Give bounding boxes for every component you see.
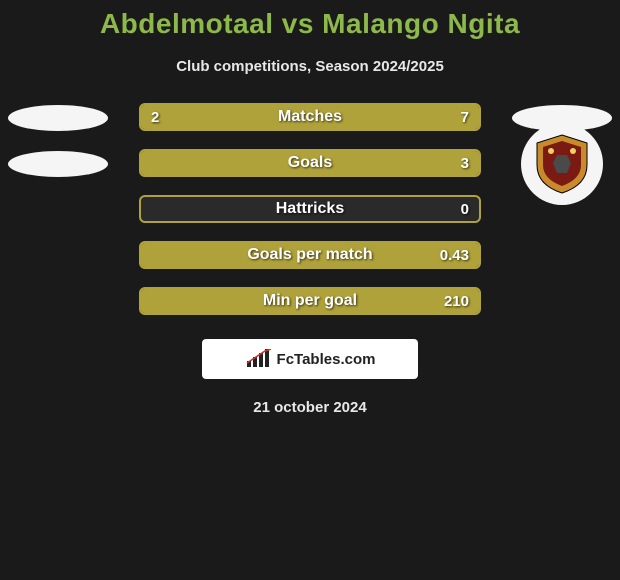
fctables-badge: FcTables.com [202, 339, 418, 379]
stat-right-value: 7 [461, 105, 469, 129]
stat-row: 2Matches7 [0, 103, 620, 133]
right-slot [512, 149, 612, 179]
left-slot [8, 241, 108, 271]
stat-label: Hattricks [141, 197, 479, 221]
left-player-ellipse [8, 151, 108, 177]
shield-icon [533, 133, 591, 195]
stat-bar: Hattricks0 [139, 195, 481, 223]
stat-rows: 2Matches7 Goals3 Hattricks0 Goals per match… [0, 103, 620, 317]
subtitle: Club competitions, Season 2024/2025 [0, 58, 620, 75]
date-label: 21 october 2024 [0, 399, 620, 416]
stat-right-value: 0 [461, 197, 469, 221]
left-player-ellipse [8, 105, 108, 131]
stat-bar: Goals3 [139, 149, 481, 177]
right-slot [512, 287, 612, 317]
stat-row: Goals per match0.43 [0, 241, 620, 271]
stat-right-value: 3 [461, 151, 469, 175]
page-title: Abdelmotaal vs Malango Ngita [0, 8, 620, 40]
stat-label: Matches [141, 105, 479, 129]
left-slot [8, 195, 108, 225]
stat-bar: Min per goal210 [139, 287, 481, 315]
bar-chart-icon [245, 349, 273, 369]
right-club-badge [521, 123, 603, 205]
stat-label: Min per goal [141, 289, 479, 313]
stat-label: Goals [141, 151, 479, 175]
stat-bar: 2Matches7 [139, 103, 481, 131]
left-slot [8, 103, 108, 133]
stat-right-value: 210 [444, 289, 469, 313]
left-slot [8, 149, 108, 179]
stat-bar: Goals per match0.43 [139, 241, 481, 269]
stats-infographic: Abdelmotaal vs Malango Ngita Club compet… [0, 0, 620, 416]
stat-right-value: 0.43 [440, 243, 469, 267]
fctables-label: FcTables.com [277, 351, 376, 368]
right-slot [512, 241, 612, 271]
stat-label: Goals per match [141, 243, 479, 267]
right-slot [512, 195, 612, 225]
stat-row: Min per goal210 [0, 287, 620, 317]
left-slot [8, 287, 108, 317]
stat-row: Hattricks0 [0, 195, 620, 225]
stat-row: Goals3 [0, 149, 620, 179]
